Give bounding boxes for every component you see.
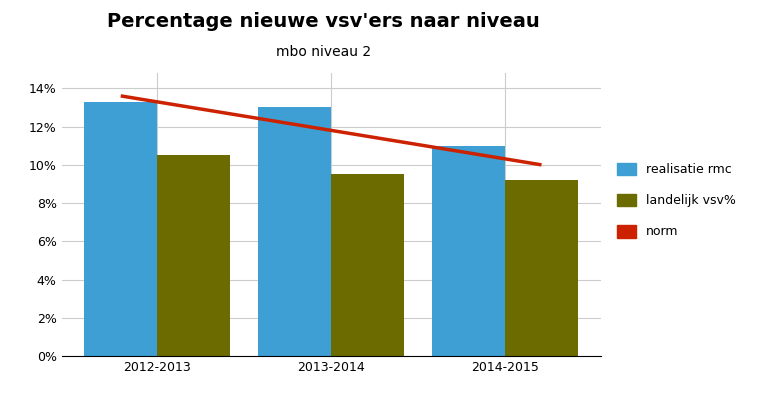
- Bar: [505, 180, 578, 356]
- Bar: [258, 107, 331, 356]
- Text: Percentage nieuwe vsv'ers naar niveau: Percentage nieuwe vsv'ers naar niveau: [107, 12, 540, 31]
- Text: mbo niveau 2: mbo niveau 2: [276, 45, 371, 59]
- Bar: [432, 146, 505, 356]
- Bar: [331, 175, 404, 356]
- Legend: realisatie rmc, landelijk vsv%, norm: realisatie rmc, landelijk vsv%, norm: [612, 158, 741, 243]
- Bar: [84, 102, 157, 356]
- Bar: [157, 155, 230, 356]
